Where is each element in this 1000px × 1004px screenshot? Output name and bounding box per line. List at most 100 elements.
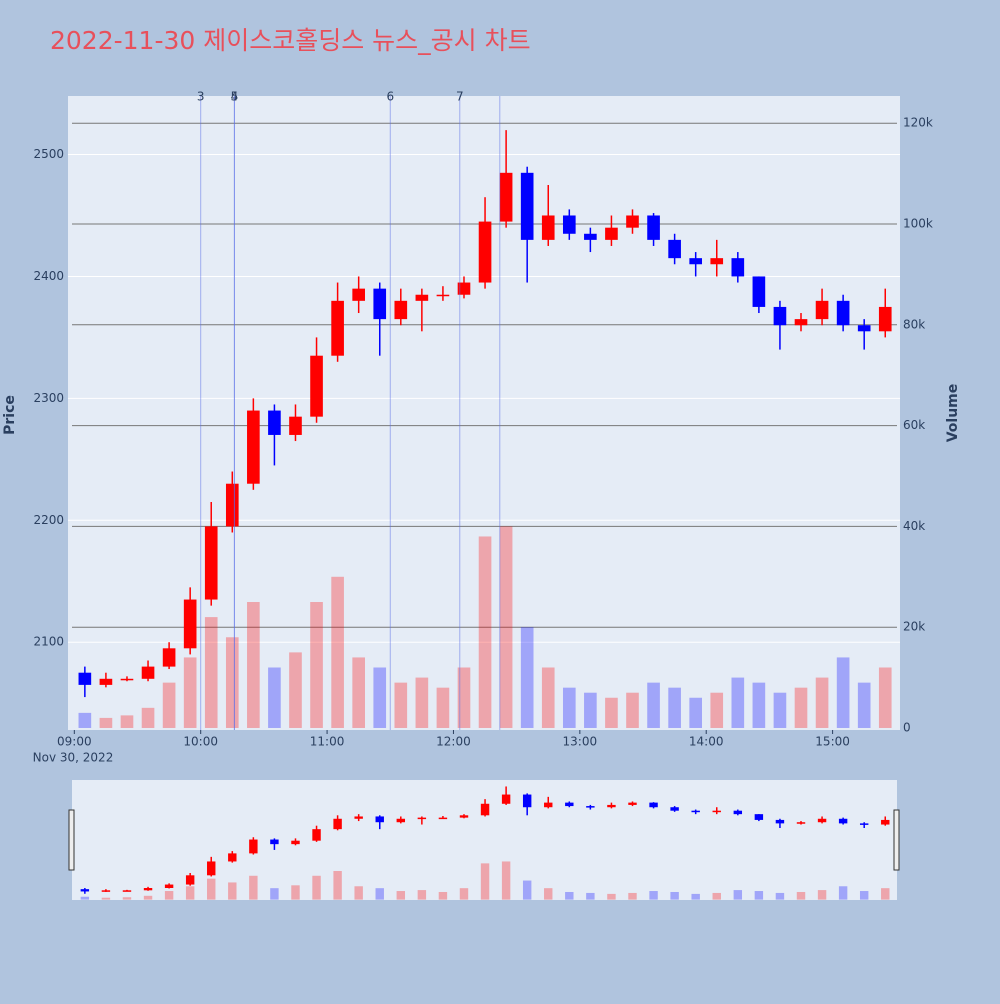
volume-bar — [586, 892, 595, 900]
volume-bar — [249, 875, 258, 900]
candle-body — [247, 410, 260, 484]
volume-bar — [122, 897, 132, 900]
candle-body — [607, 804, 616, 808]
volume-bar — [78, 712, 92, 728]
volume-bar — [626, 692, 639, 728]
candle-body — [562, 215, 576, 234]
volume-bar — [647, 682, 660, 728]
volume-bar — [289, 652, 302, 728]
candle-body — [649, 802, 658, 808]
volume-bar — [754, 891, 764, 900]
volume-bar — [164, 891, 174, 900]
volume-bar — [881, 888, 890, 900]
volume-bar — [80, 896, 90, 900]
candle-body — [647, 215, 660, 240]
annotation-label: 7 — [456, 90, 464, 104]
candle-body — [101, 890, 111, 892]
volume-bar — [247, 601, 260, 728]
y2-tick-label: 60k — [903, 418, 925, 432]
volume-bar — [649, 891, 658, 900]
candle-body — [143, 888, 153, 891]
candle-body — [794, 319, 808, 326]
x-tick-label: 12:00 — [436, 735, 471, 749]
candle-body — [605, 227, 618, 240]
volume-bar — [712, 892, 721, 900]
volume-bar — [541, 667, 555, 728]
volume-bar — [394, 682, 408, 728]
y2-tick-label: 80k — [903, 317, 925, 331]
candle-body — [99, 678, 113, 685]
slider-handle[interactable] — [893, 809, 900, 871]
plot-area — [68, 96, 900, 730]
volume-bar — [120, 715, 134, 728]
candle-body — [185, 875, 195, 885]
candle-body — [859, 823, 869, 825]
candle-body — [183, 599, 197, 649]
volume-bar — [268, 667, 281, 728]
candle-body — [78, 672, 92, 685]
candle-body — [817, 818, 827, 823]
candle-body — [352, 288, 365, 301]
y-tick-label: 2500 — [33, 147, 64, 161]
volume-bar — [628, 892, 637, 900]
candle-body — [312, 829, 321, 841]
volume-bar — [499, 526, 513, 728]
candle-body — [838, 818, 848, 824]
volume-bar — [562, 687, 576, 728]
candle-body — [670, 807, 679, 811]
candle-body — [565, 802, 574, 807]
candle-body — [773, 306, 787, 326]
volume-bar — [333, 871, 342, 900]
candle-body — [878, 306, 892, 332]
volume-bar — [520, 627, 534, 728]
volume-bar — [838, 886, 848, 900]
volume-bar — [415, 677, 429, 728]
volume-bar — [733, 890, 743, 900]
candle-body — [228, 853, 237, 862]
volume-bar — [605, 697, 618, 728]
volume-bar — [607, 893, 616, 900]
x-tick-label: 11:00 — [310, 735, 345, 749]
volume-bar — [668, 687, 681, 728]
volume-bar — [878, 667, 892, 728]
candle-body — [628, 802, 637, 805]
candle-body — [501, 794, 511, 804]
candle-body — [691, 810, 700, 813]
candle-body — [586, 806, 595, 808]
y-axis-title: Price — [2, 395, 18, 435]
x-tick-label: 09:00 — [57, 735, 92, 749]
candle-body — [164, 884, 174, 888]
volume-bar — [670, 891, 679, 900]
volume-bar — [859, 891, 869, 900]
volume-bar — [836, 657, 850, 728]
candle-body — [815, 300, 829, 320]
volume-bar — [731, 677, 745, 728]
volume-bar — [857, 682, 871, 728]
volume-bar — [478, 536, 492, 728]
candle-body — [120, 678, 134, 681]
candle-body — [520, 172, 534, 240]
candle-body — [796, 822, 806, 824]
slider-handle[interactable] — [68, 809, 75, 871]
candle-body — [204, 526, 218, 600]
x-tick-label: 14:00 — [689, 735, 724, 749]
candle-body — [415, 294, 429, 301]
volume-bar — [438, 891, 448, 900]
y2-axis-title: Volume — [945, 384, 961, 443]
y2-tick-label: 20k — [903, 620, 925, 634]
chart-title: 2022-11-30 제이스코홀딩스 뉴스_공시 차트 — [50, 26, 531, 55]
candle-body — [354, 816, 363, 819]
volume-bar — [710, 692, 724, 728]
volume-bar — [459, 888, 469, 900]
y-tick-label: 2200 — [33, 513, 64, 527]
volume-bar — [522, 880, 532, 900]
volume-bar — [185, 886, 195, 900]
candle-body — [162, 648, 176, 667]
candle-body — [752, 276, 766, 307]
annotation-label: 3 — [197, 90, 205, 104]
annotation-label: 5 — [231, 90, 239, 104]
candle-body — [544, 802, 553, 808]
volume-bar — [270, 888, 279, 900]
volume-bar — [775, 892, 785, 900]
